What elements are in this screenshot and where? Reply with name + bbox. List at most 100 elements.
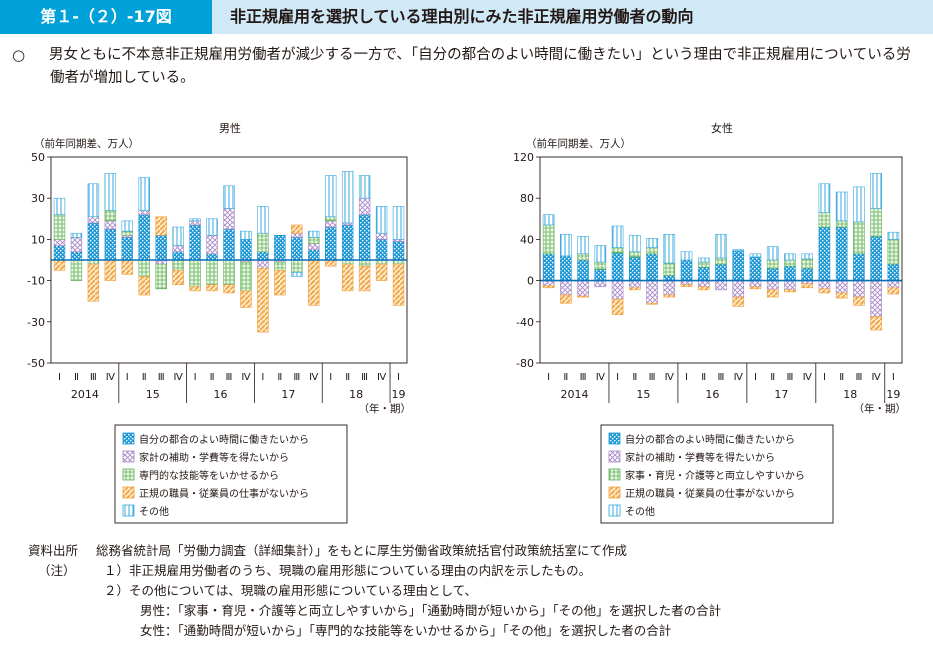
bar-segment bbox=[324, 220, 337, 228]
figure-header: 第１-（２）-17図 非正規雇用を選択している理由別にみた非正規雇用労働者の動向 bbox=[0, 0, 933, 34]
bar-segment bbox=[628, 234, 641, 253]
bar-segment bbox=[223, 208, 235, 230]
bar-segment bbox=[853, 296, 865, 306]
bar-segment bbox=[887, 287, 900, 295]
bar-segment bbox=[542, 214, 555, 226]
bar-segment bbox=[749, 280, 762, 288]
quarter-label: Ⅱ bbox=[632, 372, 637, 383]
bar-segment bbox=[784, 280, 796, 291]
quarter-label: Ⅲ bbox=[786, 372, 793, 383]
bar-segment bbox=[870, 208, 882, 237]
bar-segment bbox=[172, 245, 184, 253]
quarter-label: Ⅰ bbox=[397, 372, 400, 383]
bar-segment bbox=[766, 280, 779, 291]
bar-segment bbox=[189, 259, 201, 288]
legend-swatch bbox=[122, 504, 135, 517]
bar-segment bbox=[784, 253, 796, 261]
bar-segment bbox=[611, 247, 624, 254]
bar-segment bbox=[104, 228, 117, 261]
bar-segment bbox=[291, 272, 303, 277]
bar-segment bbox=[189, 218, 201, 222]
bar-segment bbox=[801, 258, 814, 269]
bar-segment bbox=[53, 245, 66, 261]
legend-swatch bbox=[122, 468, 135, 481]
bar-segment bbox=[257, 251, 269, 261]
legend-swatch bbox=[608, 468, 621, 481]
bar-segment bbox=[577, 236, 589, 255]
year-label: 2014 bbox=[560, 388, 588, 401]
y-tick-label: -30 bbox=[27, 316, 45, 329]
bar-segment bbox=[206, 234, 218, 255]
plot-frame bbox=[50, 156, 408, 364]
bar-segment bbox=[646, 280, 658, 304]
bar-segment bbox=[560, 233, 572, 257]
bar-segment bbox=[715, 263, 727, 281]
bar-segment bbox=[70, 251, 83, 261]
bar-segment bbox=[223, 185, 235, 209]
bar-segment bbox=[358, 265, 371, 292]
quarter-label: Ⅳ bbox=[596, 372, 606, 383]
year-label: 2014 bbox=[71, 388, 99, 401]
bar-segment bbox=[392, 206, 405, 240]
bar-segment bbox=[680, 259, 693, 281]
quarter-label: Ⅲ bbox=[361, 372, 368, 383]
bar-segment bbox=[138, 259, 150, 277]
y-tick-label: 80 bbox=[520, 192, 534, 205]
legend-entry: 家計の補助・学費等を得たいから bbox=[625, 451, 775, 464]
y-tick-label: 40 bbox=[520, 233, 534, 246]
bar-segment bbox=[732, 280, 745, 298]
legend: 自分の都合のよい時間に働きたいから家計の補助・学費等を得たいから家事・育児・介護… bbox=[600, 424, 834, 524]
bar-segment bbox=[70, 232, 83, 238]
bar-segment bbox=[801, 267, 814, 281]
quarter-label: Ⅲ bbox=[158, 372, 165, 383]
quarter-label: Ⅱ bbox=[74, 372, 79, 383]
bar-segment bbox=[853, 186, 865, 223]
bar-segment bbox=[206, 284, 218, 292]
year-label: 17 bbox=[281, 388, 295, 401]
bar-segment bbox=[611, 298, 624, 315]
legend-swatch bbox=[122, 432, 135, 445]
bar-segment bbox=[375, 263, 388, 281]
quarter-label: Ⅲ bbox=[580, 372, 587, 383]
bar-segment bbox=[53, 197, 66, 215]
quarter-label: Ⅱ bbox=[142, 372, 147, 383]
bar-segment bbox=[801, 253, 814, 260]
quarter-label: Ⅲ bbox=[718, 372, 725, 383]
year-label: 15 bbox=[146, 388, 160, 401]
bar-segment bbox=[121, 230, 134, 236]
legend-frame bbox=[114, 424, 348, 524]
bar-segment bbox=[341, 224, 354, 261]
bar-segment bbox=[70, 259, 83, 281]
legend-entry: その他 bbox=[139, 505, 169, 518]
legend-entry: その他 bbox=[625, 505, 655, 518]
quarter-label: Ⅳ bbox=[734, 372, 744, 383]
bar-segment bbox=[560, 280, 572, 296]
y-axis-label: （前年同期差、万人） bbox=[526, 137, 631, 150]
note-2: ２）その他については、現職の雇用形態についている理由として、 bbox=[104, 583, 478, 598]
bar-segment bbox=[155, 263, 167, 290]
bar-segment bbox=[341, 171, 354, 224]
bar-segment bbox=[887, 280, 900, 289]
bar-segment bbox=[121, 234, 134, 238]
bar-segment bbox=[324, 216, 337, 222]
bar-segment bbox=[308, 259, 320, 306]
bar-segment bbox=[257, 206, 269, 234]
bar-segment bbox=[870, 280, 882, 317]
quarter-label: Ⅰ bbox=[261, 372, 264, 383]
bar-segment bbox=[392, 241, 405, 261]
quarter-label: Ⅳ bbox=[377, 372, 387, 383]
year-label: 15 bbox=[636, 388, 650, 401]
bar-segment bbox=[104, 210, 117, 222]
bar-segment bbox=[308, 230, 320, 238]
bar-segment bbox=[766, 246, 779, 261]
quarter-label: Ⅰ bbox=[616, 372, 619, 383]
quarter-label: Ⅱ bbox=[345, 372, 350, 383]
bar-segment bbox=[358, 175, 371, 199]
quarter-label: Ⅲ bbox=[855, 372, 862, 383]
bar-segment bbox=[257, 232, 269, 253]
bar-segment bbox=[172, 259, 184, 271]
bar-segment bbox=[663, 294, 676, 298]
